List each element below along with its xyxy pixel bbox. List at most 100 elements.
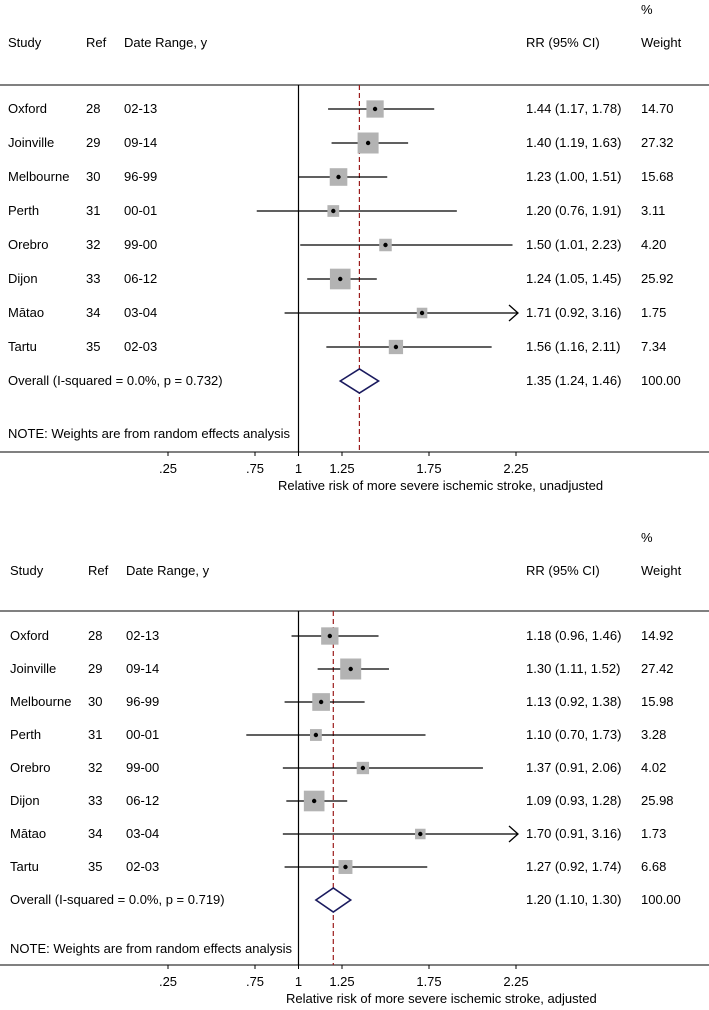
rr-column-header: RR (95% CI) — [526, 563, 600, 578]
study-date-range: 09-14 — [124, 135, 158, 150]
study-ci-text: 1.40 (1.19, 1.63) — [526, 135, 622, 150]
study-ci-text: 1.56 (1.16, 2.11) — [526, 339, 621, 354]
weight-column-header: Weight — [641, 35, 682, 50]
study-date-range: 06-12 — [124, 271, 158, 286]
study-ci-text: 1.50 (1.01, 2.23) — [526, 237, 622, 252]
x-axis-title: Relative risk of more severe ischemic st… — [286, 991, 597, 1006]
x-tick-label: 1.75 — [416, 461, 442, 476]
study-weight: 4.02 — [641, 760, 667, 775]
study-weight: 27.42 — [641, 661, 674, 676]
study-date-range: 09-14 — [126, 661, 160, 676]
weight-percent-header: % — [641, 530, 653, 545]
study-name: Joinville — [10, 661, 57, 676]
point-estimate — [313, 732, 319, 738]
study-date-range: 02-03 — [124, 339, 158, 354]
point-estimate — [360, 765, 366, 771]
x-tick-label: 1.25 — [329, 974, 355, 989]
study-date-range: 03-04 — [126, 826, 160, 841]
study-ci-text: 1.09 (0.93, 1.28) — [526, 793, 622, 808]
study-ci-text: 1.23 (1.00, 1.51) — [526, 169, 622, 184]
study-weight: 4.20 — [641, 237, 667, 252]
study-weight: 3.11 — [641, 203, 666, 218]
x-tick-label: 1.75 — [416, 974, 442, 989]
date-column-header: Date Range, y — [126, 563, 210, 578]
study-name: Mātao — [10, 826, 47, 841]
overall-ci-text: 1.35 (1.24, 1.46) — [526, 373, 622, 388]
study-ref: 34 — [86, 305, 101, 320]
study-weight: 15.68 — [641, 169, 674, 184]
overall-weight: 100.00 — [641, 892, 681, 907]
weight-column-header: Weight — [641, 563, 682, 578]
x-tick-label: .75 — [245, 461, 265, 476]
study-weight: 1.75 — [641, 305, 667, 320]
study-ref: 35 — [88, 859, 103, 874]
study-ref: 28 — [88, 628, 103, 643]
weights-note: NOTE: Weights are from random effects an… — [8, 426, 291, 441]
ci-truncation-arrow — [508, 825, 519, 843]
x-tick-label: 2.25 — [503, 461, 529, 476]
x-tick-label: .25 — [158, 461, 178, 476]
study-ref: 30 — [86, 169, 101, 184]
study-ci-text: 1.70 (0.91, 3.16) — [526, 826, 622, 841]
study-weight: 1.73 — [641, 826, 667, 841]
study-ci-text: 1.10 (0.70, 1.73) — [526, 727, 622, 742]
study-ci-text: 1.20 (0.76, 1.91) — [526, 203, 622, 218]
date-column-header: Date Range, y — [124, 35, 208, 50]
point-estimate — [419, 310, 425, 316]
forest-plot-adjusted: % Study Ref Date Range, y RR (95% CI) We… — [0, 525, 709, 1010]
study-ci-text: 1.13 (0.92, 1.38) — [526, 694, 622, 709]
study-ref: 30 — [88, 694, 103, 709]
study-ref: 32 — [88, 760, 103, 775]
forest-plot-area — [0, 610, 709, 969]
study-name: Orebro — [8, 237, 49, 252]
study-name: Melbourne — [8, 169, 70, 184]
study-date-range: 03-04 — [124, 305, 158, 320]
study-ci-text: 1.24 (1.05, 1.45) — [526, 271, 622, 286]
study-ci-text: 1.30 (1.11, 1.52) — [526, 661, 621, 676]
point-estimate — [336, 174, 341, 180]
study-ci-text: 1.71 (0.92, 3.16) — [526, 305, 622, 320]
point-estimate — [393, 344, 399, 350]
study-weight: 15.98 — [641, 694, 674, 709]
study-name: Oxford — [8, 101, 48, 116]
study-weight: 25.92 — [641, 271, 674, 286]
study-name: Joinville — [8, 135, 55, 150]
x-tick-label: .25 — [158, 974, 178, 989]
study-weight: 25.98 — [641, 793, 674, 808]
study-name: Oxford — [10, 628, 50, 643]
overall-diamond — [338, 368, 381, 394]
overall-label: Overall (I-squared = 0.0%, p = 0.719) — [10, 892, 225, 907]
study-ci-text: 1.27 (0.92, 1.74) — [526, 859, 622, 874]
study-ref: 35 — [86, 339, 101, 354]
weight-percent-header: % — [641, 2, 653, 17]
overall-label: Overall (I-squared = 0.0%, p = 0.732) — [8, 373, 223, 388]
forest-plot-area — [0, 84, 709, 456]
study-name: Melbourne — [10, 694, 72, 709]
study-ci-text: 1.44 (1.17, 1.78) — [526, 101, 622, 116]
study-date-range: 06-12 — [126, 793, 160, 808]
study-ref: 33 — [88, 793, 103, 808]
study-weight: 27.32 — [641, 135, 674, 150]
study-date-range: 99-00 — [126, 760, 160, 775]
study-weight: 14.92 — [641, 628, 674, 643]
point-estimate — [418, 831, 423, 837]
study-column-header: Study — [10, 563, 44, 578]
point-estimate — [331, 208, 336, 214]
point-estimate — [372, 106, 378, 112]
overall-ci-text: 1.20 (1.10, 1.30) — [526, 892, 622, 907]
forest-plot-unadjusted: % Study Ref Date Range, y RR (95% CI) We… — [0, 0, 709, 500]
study-weight: 7.34 — [641, 339, 667, 354]
study-date-range: 00-01 — [124, 203, 158, 218]
study-ref: 33 — [86, 271, 101, 286]
x-axis-title: Relative risk of more severe ischemic st… — [278, 478, 604, 493]
study-date-range: 96-99 — [124, 169, 158, 184]
rr-column-header: RR (95% CI) — [526, 35, 600, 50]
study-name: Perth — [8, 203, 40, 218]
study-ref: 29 — [86, 135, 101, 150]
study-date-range: 99-00 — [124, 237, 158, 252]
study-ref: 31 — [88, 727, 103, 742]
x-tick-label: 1.25 — [329, 461, 355, 476]
study-ref: 34 — [88, 826, 103, 841]
ci-truncation-arrow — [508, 304, 519, 322]
point-estimate — [365, 140, 371, 146]
